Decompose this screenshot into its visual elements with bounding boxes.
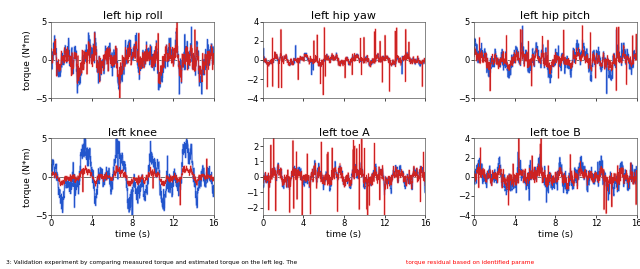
X-axis label: time (s): time (s) — [326, 230, 362, 239]
Text: 3: Validation experiment by comparing measured torque and estimated torque on th: 3: Validation experiment by comparing me… — [6, 260, 300, 265]
X-axis label: time (s): time (s) — [538, 230, 573, 239]
X-axis label: time (s): time (s) — [115, 230, 150, 239]
Text: torque residual based on identified parame: torque residual based on identified para… — [406, 260, 534, 265]
Title: left hip yaw: left hip yaw — [312, 11, 376, 21]
Y-axis label: torque (N*m): torque (N*m) — [23, 30, 32, 90]
Title: left toe A: left toe A — [319, 128, 369, 137]
Title: left toe B: left toe B — [530, 128, 581, 137]
Title: left hip pitch: left hip pitch — [520, 11, 591, 21]
Y-axis label: torque (N*m): torque (N*m) — [23, 147, 32, 207]
Title: left hip roll: left hip roll — [102, 11, 163, 21]
Title: left knee: left knee — [108, 128, 157, 137]
